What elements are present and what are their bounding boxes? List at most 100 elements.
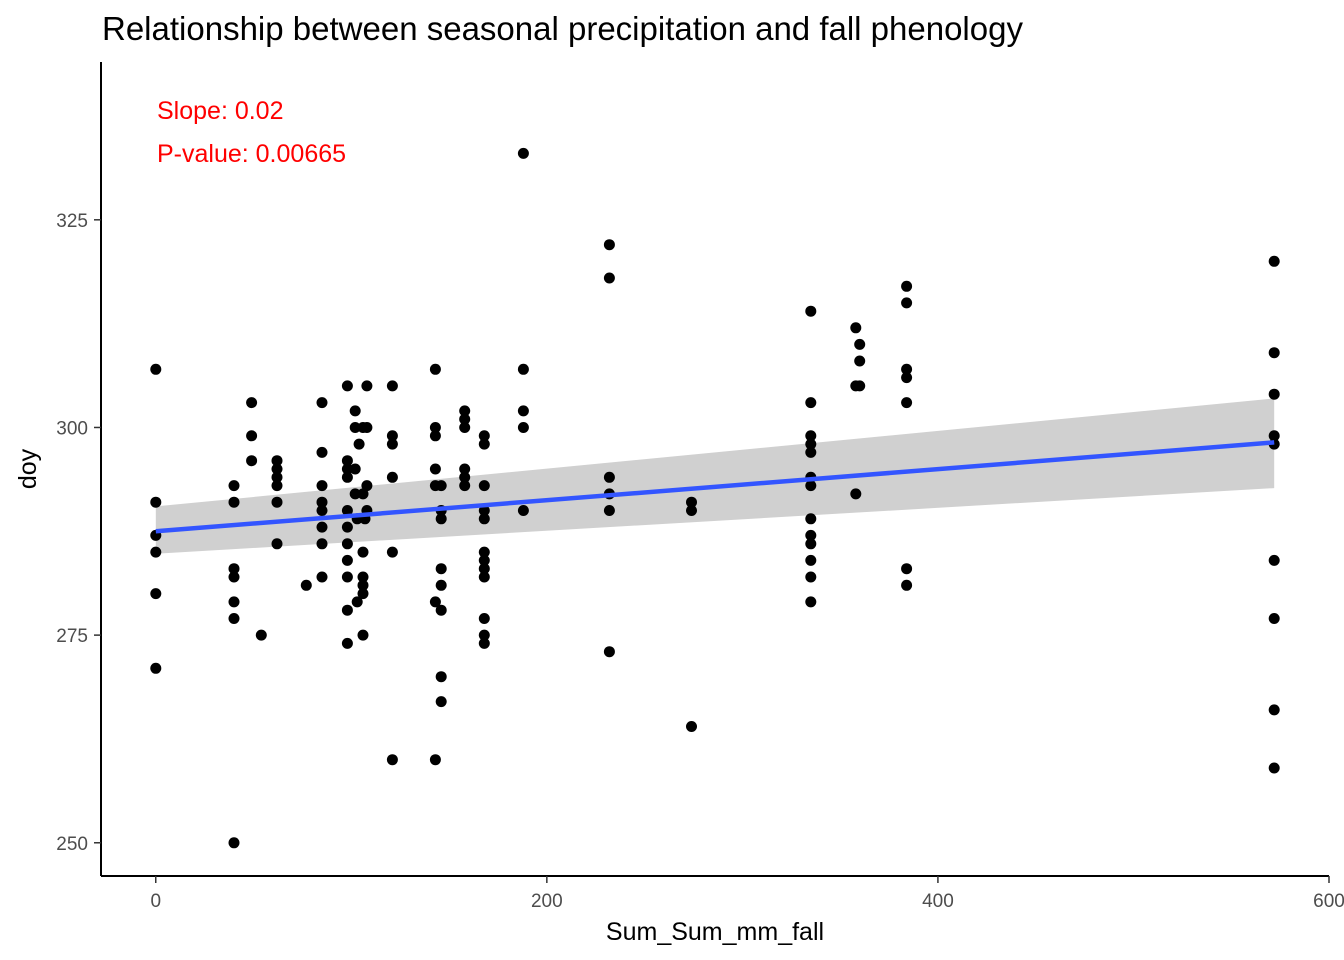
data-point-21 [271,496,283,508]
y-axis-ticks: 250 275 300 325 [56,211,101,855]
data-point-138 [901,397,913,409]
data-point-7 [228,496,240,508]
data-point-116 [805,397,817,409]
data-points-layer [150,147,1280,849]
data-point-91 [478,480,490,492]
data-point-4 [150,588,162,600]
data-point-143 [1268,388,1280,400]
data-point-71 [429,463,441,475]
data-point-34 [341,463,353,475]
confidence-band-layer [155,398,1275,554]
data-point-128 [850,322,862,334]
y-tick-label-300: 300 [56,418,88,439]
data-point-140 [901,579,913,591]
data-point-19 [271,471,283,483]
data-point-108 [603,471,615,483]
data-point-59 [361,422,373,433]
data-point-16 [255,629,267,641]
data-point-58 [361,380,373,392]
data-point-62 [386,380,398,392]
data-point-126 [805,571,817,583]
data-point-96 [478,563,490,575]
data-point-10 [228,596,240,608]
data-point-25 [316,446,328,458]
data-point-27 [316,496,328,508]
data-point-139 [901,563,913,575]
data-point-9 [228,571,240,583]
data-point-147 [1268,613,1280,624]
x-tick-label-200: 200 [531,891,563,912]
data-point-32 [341,380,353,392]
data-point-95 [478,554,490,566]
data-point-125 [805,554,817,566]
data-point-63 [386,430,398,442]
x-tick-label-400: 400 [922,891,954,912]
data-point-5 [150,662,162,674]
data-point-98 [478,613,490,624]
data-point-67 [386,754,398,766]
data-point-114 [686,721,697,732]
data-point-0 [150,363,162,375]
data-point-134 [901,280,913,292]
data-point-13 [246,397,258,409]
data-point-100 [478,637,490,649]
data-point-54 [357,579,369,591]
data-point-51 [357,488,369,500]
x-axis-ticks: 0 200 400 600 [150,876,1344,912]
data-point-121 [805,480,817,492]
data-point-112 [686,496,697,508]
chart-title: Relationship between seasonal precipitat… [102,10,1023,47]
data-point-110 [603,505,615,516]
data-point-30 [316,538,328,550]
data-point-90 [478,438,490,450]
data-point-60 [361,480,373,492]
data-point-73 [429,596,441,608]
data-point-113 [686,505,697,516]
data-point-8 [228,563,240,575]
regression-line [155,440,1275,534]
data-point-41 [341,604,353,616]
data-point-12 [228,837,240,849]
data-point-37 [341,521,353,533]
data-point-33 [341,455,353,467]
data-point-104 [517,422,529,433]
data-point-66 [386,546,398,558]
data-point-135 [901,297,913,309]
data-point-81 [435,671,447,683]
data-point-79 [435,579,447,591]
data-point-119 [805,446,817,458]
data-point-74 [429,754,441,766]
data-point-141 [1268,255,1280,267]
data-point-106 [603,239,615,251]
x-tick-label-600: 600 [1313,891,1344,912]
data-point-137 [901,372,913,384]
data-point-48 [351,596,363,608]
data-point-146 [1268,554,1280,566]
data-point-101 [517,147,529,159]
data-point-29 [316,521,328,533]
data-point-36 [341,505,353,516]
data-point-86 [459,463,471,475]
data-point-132 [854,355,866,367]
data-point-14 [246,430,258,442]
data-point-6 [228,480,240,492]
data-point-133 [854,380,866,392]
data-point-31 [316,571,328,583]
data-point-99 [478,629,490,641]
data-point-44 [349,422,361,433]
data-point-78 [435,563,447,575]
data-point-105 [517,505,529,516]
data-point-39 [341,554,353,566]
data-point-56 [357,629,369,641]
data-point-11 [228,613,240,624]
data-point-28 [316,505,328,516]
data-point-75 [435,480,447,492]
data-point-3 [150,546,162,558]
data-point-88 [459,480,471,492]
data-point-123 [805,529,817,541]
p-value-annotation: P-value: 0.00665 [157,140,346,168]
data-point-83 [459,405,471,417]
data-point-77 [435,513,447,525]
data-point-103 [517,405,529,417]
